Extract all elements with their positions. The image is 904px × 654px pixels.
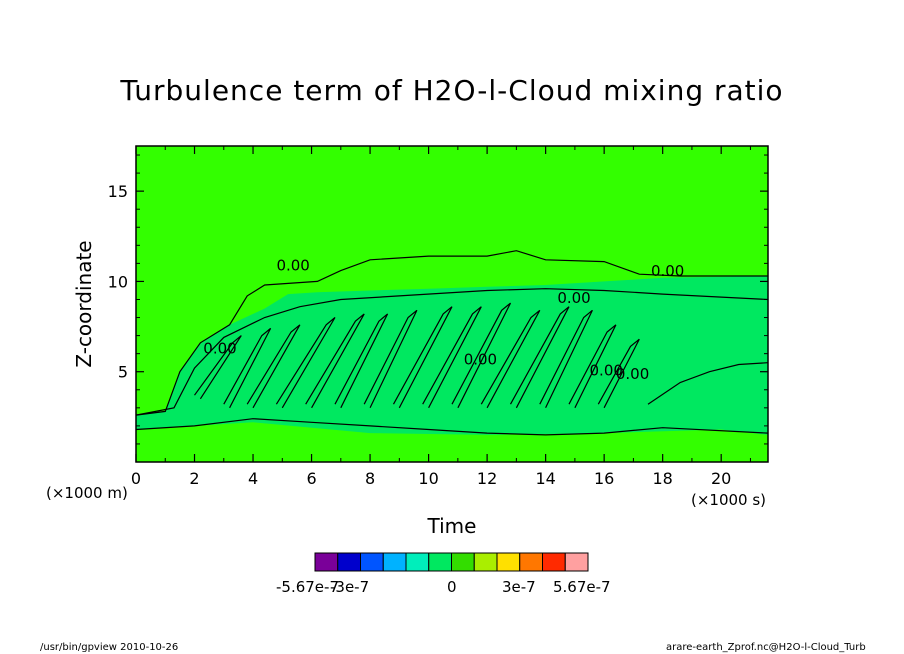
- contour-strand: [451, 302, 512, 409]
- contour-strand: [194, 335, 242, 400]
- contour-strand: [422, 306, 482, 409]
- footer-left: /usr/bin/gpview 2010-10-26: [40, 642, 179, 653]
- chart-title: Turbulence term of H2O-l-Cloud mixing ra…: [120, 74, 784, 107]
- colorbar-label: -3e-7: [330, 578, 370, 596]
- contour-strand: [539, 309, 593, 409]
- colorbar-swatch: [428, 552, 452, 572]
- x-tick-label: 0: [131, 469, 141, 488]
- plot-frame: [135, 145, 769, 463]
- plot-area: [136, 146, 768, 462]
- colorbar-swatch: [564, 552, 589, 572]
- contour-strand: [334, 313, 389, 409]
- contour-strand: [568, 324, 617, 409]
- contour-label: 0.00: [203, 340, 236, 358]
- x-axis-label: Time: [427, 514, 477, 538]
- contour-lines: 0.00 0.000.000.000.000.000.00: [135, 250, 769, 436]
- contour-band: [136, 276, 768, 462]
- contour-line-right: [647, 362, 769, 405]
- y-unit-label: (×1000 m): [46, 484, 128, 502]
- contour-line-upper: [135, 288, 769, 416]
- colorbar-swatch: [314, 552, 339, 572]
- axes: 0 2 4 6 8 10 12 14 16 18 20 5 10 15: [108, 145, 769, 488]
- x-tick-label: 20: [711, 469, 731, 488]
- contour-strand: [246, 324, 301, 409]
- colorbar-swatch: [496, 552, 521, 572]
- y-axis-label: Z-coordinate: [72, 240, 96, 368]
- contour-line-top: [135, 250, 768, 416]
- colorbar-swatch: [360, 552, 384, 572]
- contour-label: 0.00: [557, 289, 590, 307]
- contour-strand: [392, 306, 453, 409]
- colorbar-label: 0: [447, 578, 457, 596]
- x-unit-label: (×1000 s): [691, 491, 767, 509]
- contour-strand: [597, 338, 640, 409]
- colorbar-swatch: [473, 552, 498, 572]
- contour-strand: [305, 313, 365, 409]
- contour-label: 0.00: [616, 365, 649, 383]
- colorbar-swatch: [405, 552, 430, 572]
- x-tick-label: 16: [594, 469, 614, 488]
- contour-label: 0.00: [651, 262, 684, 280]
- contour-strand: [509, 306, 570, 409]
- contour-strand: [363, 309, 418, 409]
- x-tick-label: 12: [477, 469, 497, 488]
- y-tick-label: 15: [108, 182, 128, 201]
- contour-band-low: [136, 422, 768, 462]
- colorbar-swatch: [519, 552, 543, 572]
- colorbar-swatch: [382, 552, 407, 572]
- x-tick-label: 14: [535, 469, 555, 488]
- colorbar-label: 3e-7: [502, 578, 536, 596]
- contour-label: 0.00: [464, 350, 497, 368]
- x-tick-label: 6: [306, 469, 316, 488]
- x-tick-label: 8: [365, 469, 375, 488]
- y-tick-label: 5: [118, 363, 128, 382]
- contour-strand: [275, 317, 336, 409]
- contour-strand: [480, 309, 541, 409]
- colorbar-label: -5.67e-7: [276, 578, 339, 596]
- contour-label: 0.00: [276, 257, 309, 275]
- x-tick-label: 10: [418, 469, 438, 488]
- colorbar-label: 5.67e-7: [553, 578, 611, 596]
- colorbar-swatch: [337, 552, 361, 572]
- contour-line-lower: [135, 418, 769, 436]
- footer-right: arare-earth_Zprof.nc@H2O-l-Cloud_Turb: [666, 642, 866, 653]
- colorbar: [314, 552, 589, 572]
- x-tick-label: 4: [248, 469, 258, 488]
- contour-strand: [223, 327, 272, 409]
- x-tick-label: 18: [652, 469, 672, 488]
- colorbar-swatch: [451, 552, 475, 572]
- x-tick-label: 2: [189, 469, 199, 488]
- y-tick-label: 10: [108, 272, 128, 291]
- colorbar-swatch: [542, 552, 566, 572]
- contour-label: 0.00: [590, 361, 623, 379]
